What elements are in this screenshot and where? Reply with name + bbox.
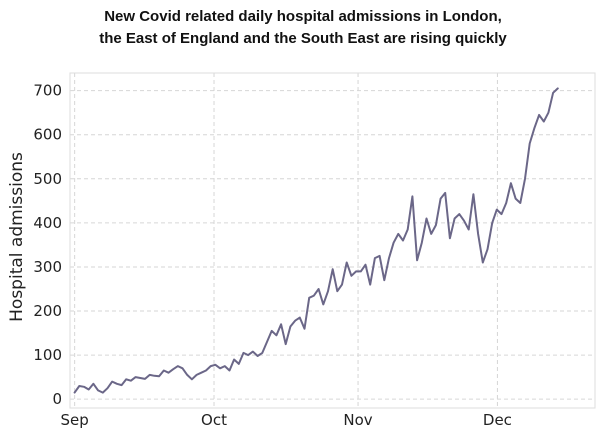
y-tick-label: 0 <box>52 390 62 408</box>
chart-title: New Covid related daily hospital admissi… <box>0 6 606 50</box>
y-tick-label: 600 <box>33 126 62 144</box>
x-tick-label: Nov <box>343 411 372 429</box>
chart-title-line-2: the East of England and the South East a… <box>99 30 507 47</box>
plot-area-frame <box>69 72 596 409</box>
admissions-series-line <box>73 87 559 394</box>
y-tick-label: 700 <box>33 82 62 100</box>
x-tick-label: Dec <box>483 411 512 429</box>
y-axis-label: Hospital admissions <box>7 152 27 322</box>
y-tick-label: 400 <box>33 214 62 232</box>
chart-title-line-1: New Covid related daily hospital admissi… <box>104 8 502 25</box>
y-tick-label: 300 <box>33 258 62 276</box>
x-axis-ticks: Sep Oct Nov Dec <box>61 411 512 429</box>
x-tick-label: Sep <box>61 411 89 429</box>
series-layer <box>73 87 559 394</box>
y-tick-label: 200 <box>33 302 62 320</box>
y-axis-ticks: 0 100 200 300 400 500 600 700 <box>33 82 62 409</box>
y-tick-label: 100 <box>33 346 62 364</box>
gridlines <box>70 73 595 408</box>
x-tick-label: Oct <box>201 411 227 429</box>
y-tick-label: 500 <box>33 170 62 188</box>
